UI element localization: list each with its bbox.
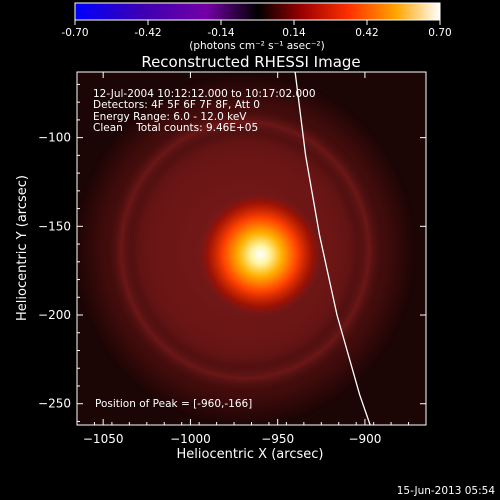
colorbar-gradient bbox=[74, 2, 441, 21]
peak-position-text: Position of Peak = [-960,-166] bbox=[95, 398, 252, 410]
annotations: 12-Jul-2004 10:12:12.000 to 10:17:02.000… bbox=[93, 88, 316, 410]
clean-counts-text: Clean Total counts: 9.46E+05 bbox=[93, 122, 258, 134]
peak-blob bbox=[198, 192, 323, 317]
y-tick-label: −250 bbox=[38, 397, 71, 411]
colorbar-ticks: -0.70 -0.42 -0.14 0.14 0.42 0.70 bbox=[61, 20, 452, 39]
x-axis-label: Heliocentric X (arcsec) bbox=[177, 447, 324, 462]
y-tick-label: −200 bbox=[38, 308, 71, 322]
footer-date: 15-Jun-2013 05:54 bbox=[397, 485, 496, 497]
chart-title: Reconstructed RHESSI Image bbox=[141, 53, 360, 71]
x-tick-label: −1000 bbox=[170, 432, 211, 446]
energy-range-text: Energy Range: 6.0 - 12.0 keV bbox=[93, 111, 247, 123]
y-tick-label: −100 bbox=[38, 131, 71, 145]
time-range-text: 12-Jul-2004 10:12:12.000 to 10:17:02.000 bbox=[93, 88, 316, 100]
colorbar-tick-label: 0.70 bbox=[428, 27, 451, 39]
colorbar-tick-label: -0.42 bbox=[134, 27, 161, 39]
y-axis-ticks: −250 −200 −150 −100 bbox=[38, 83, 426, 422]
y-axis-label: Heliocentric Y (arcsec) bbox=[15, 175, 30, 321]
x-tick-label: −1050 bbox=[83, 432, 124, 446]
colorbar-units: (photons cm⁻² s⁻¹ asec⁻²) bbox=[189, 40, 324, 52]
colorbar-tick-label: -0.70 bbox=[61, 27, 88, 39]
colorbar-tick-label: 0.14 bbox=[282, 27, 306, 39]
peak-emission bbox=[198, 192, 323, 317]
plot-area bbox=[77, 72, 426, 425]
solar-limb-curve bbox=[294, 72, 371, 425]
x-tick-label: −950 bbox=[261, 432, 294, 446]
colorbar-tick-label: -0.14 bbox=[207, 27, 234, 39]
x-tick-label: −900 bbox=[348, 432, 381, 446]
detectors-text: Detectors: 4F 5F 6F 7F 8F, Att 0 bbox=[93, 99, 260, 111]
x-axis-ticks: −1050 −1000 −950 −900 bbox=[76, 72, 427, 446]
colorbar-tick-label: 0.42 bbox=[355, 27, 378, 39]
y-tick-label: −150 bbox=[38, 219, 71, 233]
colorbar: -0.70 -0.42 -0.14 0.14 0.42 0.70 (photons cm⁻… bbox=[61, 2, 452, 52]
